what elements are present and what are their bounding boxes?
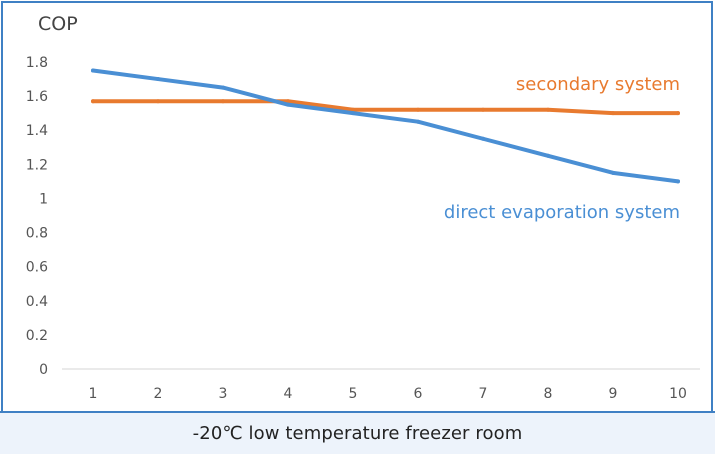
- data-point: [546, 107, 550, 112]
- series-label: secondary system: [516, 74, 680, 95]
- data-point: [546, 153, 550, 158]
- x-tick-label: 10: [669, 386, 687, 402]
- y-tick-label: 0: [39, 362, 48, 378]
- data-point: [611, 111, 615, 116]
- data-point: [351, 111, 355, 116]
- caption-bar: -20℃ low temperature freezer room: [0, 411, 715, 454]
- chart-caption: -20℃ low temperature freezer room: [192, 423, 523, 444]
- series-labels: secondary system direct evaporation syste…: [444, 74, 680, 223]
- y-tick-label: 1.4: [26, 123, 48, 139]
- chart-frame: [1, 1, 713, 411]
- y-tick-label: 1: [39, 191, 48, 207]
- y-tick-labels: 0 0.2 0.4 0.6 0.8 1 1.2 1.4 1.6 1.8: [26, 55, 48, 378]
- data-point: [676, 111, 680, 116]
- data-point: [221, 85, 225, 90]
- data-point: [91, 68, 95, 73]
- cop-line-chart: COP 0 0.2 0.4 0.6 0.8 1 1.2 1.4 1.6 1.8 1 2 3 4 5 6 7 8 9…: [26, 13, 700, 402]
- x-tick-label: 2: [154, 386, 163, 402]
- data-point: [676, 179, 680, 184]
- x-tick-label: 3: [219, 386, 228, 402]
- x-tick-label: 1: [89, 386, 98, 402]
- series-lines: [91, 68, 680, 184]
- y-tick-label: 1.6: [26, 89, 48, 105]
- x-tick-labels: 1 2 3 4 5 6 7 8 9 10: [89, 386, 687, 402]
- data-point: [286, 99, 290, 104]
- data-point: [351, 107, 355, 112]
- x-tick-label: 6: [414, 386, 423, 402]
- data-point: [156, 99, 160, 104]
- x-tick-label: 5: [349, 386, 358, 402]
- data-point: [481, 107, 485, 112]
- data-point: [156, 77, 160, 82]
- data-point: [286, 102, 290, 107]
- x-tick-label: 4: [284, 386, 293, 402]
- data-point: [481, 136, 485, 141]
- x-tick-label: 9: [609, 386, 618, 402]
- y-tick-label: 0.6: [26, 260, 48, 276]
- series-label: direct evaporation system: [444, 202, 680, 223]
- y-tick-label: 0.8: [26, 226, 48, 242]
- series-line-direct-evaporation-system: [91, 68, 680, 184]
- y-axis-title: COP: [38, 13, 78, 35]
- data-point: [611, 170, 615, 175]
- y-tick-label: 1.8: [26, 55, 48, 71]
- data-point: [416, 107, 420, 112]
- x-tick-label: 7: [479, 386, 488, 402]
- y-tick-label: 1.2: [26, 157, 48, 173]
- data-point: [91, 99, 95, 104]
- x-tick-label: 8: [544, 386, 553, 402]
- data-point: [221, 99, 225, 104]
- data-point: [416, 119, 420, 124]
- y-tick-label: 0.4: [26, 294, 48, 310]
- y-tick-label: 0.2: [26, 328, 48, 344]
- series-line-secondary-system: [91, 99, 680, 116]
